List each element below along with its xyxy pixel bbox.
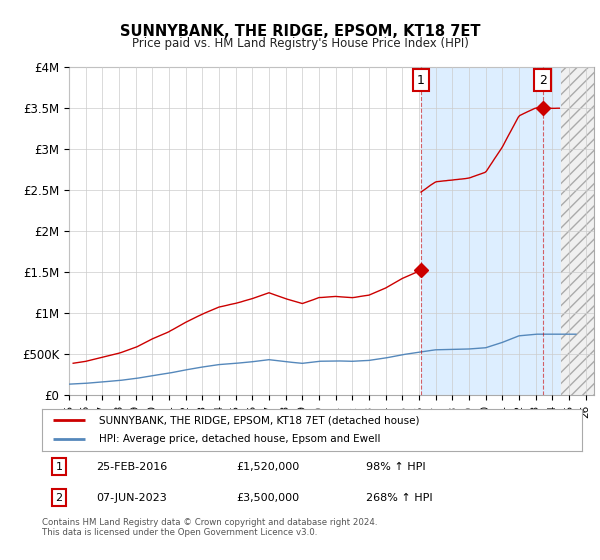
Text: 268% ↑ HPI: 268% ↑ HPI (366, 493, 433, 502)
Text: £3,500,000: £3,500,000 (236, 493, 299, 502)
Text: 07-JUN-2023: 07-JUN-2023 (96, 493, 167, 502)
Text: Price paid vs. HM Land Registry's House Price Index (HPI): Price paid vs. HM Land Registry's House … (131, 37, 469, 50)
Bar (560, 67, 594, 395)
Text: SUNNYBANK, THE RIDGE, EPSOM, KT18 7ET: SUNNYBANK, THE RIDGE, EPSOM, KT18 7ET (120, 24, 480, 39)
Text: £1,520,000: £1,520,000 (236, 462, 299, 472)
Text: HPI: Average price, detached house, Epsom and Ewell: HPI: Average price, detached house, Epso… (98, 435, 380, 445)
Text: 1: 1 (417, 74, 425, 87)
Text: SUNNYBANK, THE RIDGE, EPSOM, KT18 7ET (detached house): SUNNYBANK, THE RIDGE, EPSOM, KT18 7ET (d… (98, 415, 419, 425)
Text: 2: 2 (56, 493, 62, 502)
Text: 98% ↑ HPI: 98% ↑ HPI (366, 462, 425, 472)
Bar (560, 67, 594, 395)
Text: 25-FEB-2016: 25-FEB-2016 (96, 462, 167, 472)
Bar (421, 67, 560, 395)
Text: 2: 2 (539, 74, 547, 87)
Text: 1: 1 (56, 462, 62, 472)
Text: Contains HM Land Registry data © Crown copyright and database right 2024.
This d: Contains HM Land Registry data © Crown c… (42, 518, 377, 538)
